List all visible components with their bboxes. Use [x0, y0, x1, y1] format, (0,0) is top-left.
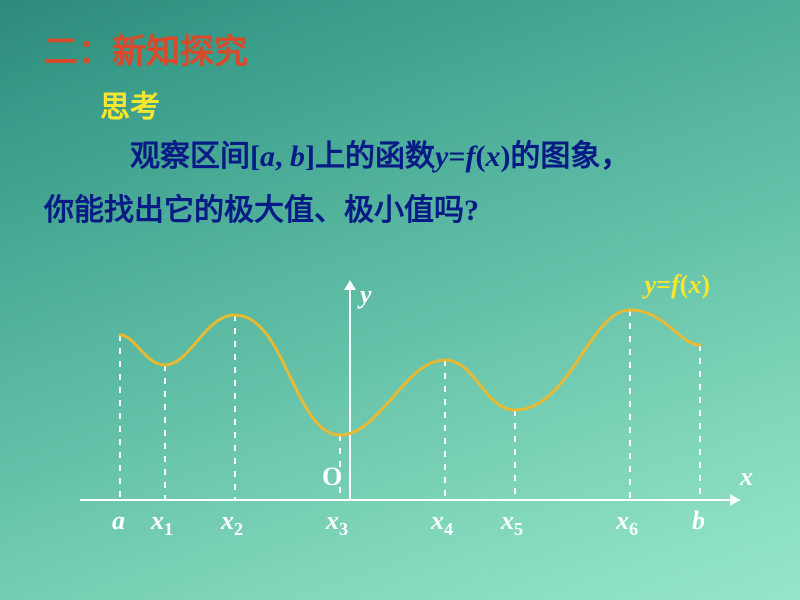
section-title: 二：新知探究	[44, 24, 248, 73]
tick-label: x3	[326, 506, 348, 540]
graph-area: y x O y=f(x) ax1x2x3x4x5x6b	[60, 280, 700, 540]
origin-label: O	[322, 462, 342, 492]
body-line-2: 你能找出它的极大值、极小值吗?	[44, 184, 630, 238]
tick-label: x5	[501, 506, 523, 540]
function-label: y=f(x)	[645, 270, 710, 300]
tick-label: b	[692, 506, 705, 536]
body-line-1: 观察区间[a, b]上的函数y=f(x)的图象，	[44, 130, 630, 184]
tick-label: x6	[616, 506, 638, 540]
body-text: 观察区间[a, b]上的函数y=f(x)的图象， 你能找出它的极大值、极小值吗?	[44, 130, 630, 238]
x-axis-label: x	[740, 462, 753, 492]
tick-label: x2	[221, 506, 243, 540]
tick-label: x1	[151, 506, 173, 540]
y-axis-label: y	[360, 280, 372, 310]
subtitle-think: 思考	[100, 82, 160, 126]
tick-label: a	[112, 506, 125, 536]
slide-content: 二：新知探究 思考 观察区间[a, b]上的函数y=f(x)的图象， 你能找出它…	[0, 0, 800, 600]
tick-label: x4	[431, 506, 453, 540]
